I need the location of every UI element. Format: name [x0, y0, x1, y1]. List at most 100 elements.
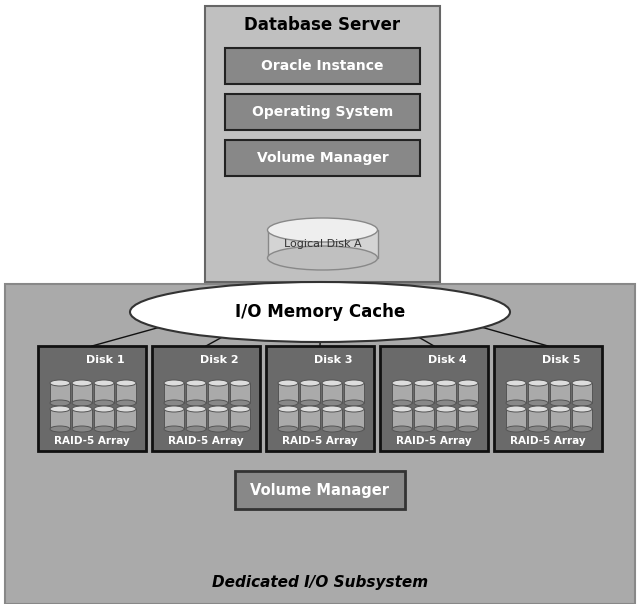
- Text: Volume Manager: Volume Manager: [250, 483, 390, 498]
- FancyBboxPatch shape: [494, 346, 602, 451]
- Ellipse shape: [506, 380, 526, 386]
- FancyBboxPatch shape: [278, 409, 298, 429]
- FancyBboxPatch shape: [380, 346, 488, 451]
- FancyBboxPatch shape: [94, 383, 114, 403]
- Ellipse shape: [186, 400, 206, 406]
- Ellipse shape: [50, 406, 70, 412]
- FancyBboxPatch shape: [225, 48, 420, 84]
- Ellipse shape: [458, 400, 478, 406]
- Ellipse shape: [72, 380, 92, 386]
- FancyBboxPatch shape: [235, 471, 405, 509]
- Ellipse shape: [164, 400, 184, 406]
- Ellipse shape: [506, 426, 526, 432]
- Ellipse shape: [208, 406, 228, 412]
- Ellipse shape: [436, 380, 456, 386]
- FancyBboxPatch shape: [50, 409, 70, 429]
- Ellipse shape: [50, 426, 70, 432]
- FancyBboxPatch shape: [436, 383, 456, 403]
- Ellipse shape: [94, 380, 114, 386]
- Ellipse shape: [268, 246, 378, 270]
- FancyBboxPatch shape: [230, 409, 250, 429]
- Text: Disk 3: Disk 3: [314, 355, 352, 365]
- Ellipse shape: [528, 426, 548, 432]
- FancyBboxPatch shape: [344, 409, 364, 429]
- FancyBboxPatch shape: [116, 409, 136, 429]
- Ellipse shape: [550, 380, 570, 386]
- Ellipse shape: [322, 400, 342, 406]
- Text: Oracle Instance: Oracle Instance: [261, 59, 384, 73]
- Ellipse shape: [164, 406, 184, 412]
- Ellipse shape: [392, 400, 412, 406]
- Ellipse shape: [278, 400, 298, 406]
- Text: Disk 1: Disk 1: [86, 355, 124, 365]
- FancyBboxPatch shape: [72, 383, 92, 403]
- Ellipse shape: [94, 406, 114, 412]
- Ellipse shape: [572, 400, 592, 406]
- FancyBboxPatch shape: [392, 409, 412, 429]
- Ellipse shape: [300, 426, 320, 432]
- FancyBboxPatch shape: [300, 383, 320, 403]
- Text: Operating System: Operating System: [252, 105, 393, 119]
- FancyBboxPatch shape: [164, 409, 184, 429]
- Text: Logical Disk A: Logical Disk A: [284, 239, 362, 249]
- FancyBboxPatch shape: [572, 383, 592, 403]
- FancyBboxPatch shape: [72, 409, 92, 429]
- Ellipse shape: [208, 400, 228, 406]
- Text: RAID-5 Array: RAID-5 Array: [54, 436, 130, 446]
- Ellipse shape: [230, 400, 250, 406]
- FancyBboxPatch shape: [225, 140, 420, 176]
- FancyBboxPatch shape: [278, 383, 298, 403]
- Ellipse shape: [130, 282, 510, 342]
- Ellipse shape: [300, 380, 320, 386]
- Ellipse shape: [506, 400, 526, 406]
- Ellipse shape: [300, 406, 320, 412]
- Ellipse shape: [94, 426, 114, 432]
- FancyBboxPatch shape: [94, 409, 114, 429]
- Ellipse shape: [116, 406, 136, 412]
- Ellipse shape: [116, 400, 136, 406]
- Ellipse shape: [550, 426, 570, 432]
- FancyBboxPatch shape: [152, 346, 260, 451]
- Ellipse shape: [550, 400, 570, 406]
- Ellipse shape: [344, 406, 364, 412]
- FancyBboxPatch shape: [572, 409, 592, 429]
- Ellipse shape: [392, 380, 412, 386]
- Ellipse shape: [528, 400, 548, 406]
- Ellipse shape: [572, 406, 592, 412]
- Text: Disk 4: Disk 4: [428, 355, 467, 365]
- FancyBboxPatch shape: [550, 383, 570, 403]
- FancyBboxPatch shape: [528, 383, 548, 403]
- Text: RAID-5 Array: RAID-5 Array: [168, 436, 244, 446]
- FancyBboxPatch shape: [164, 383, 184, 403]
- Ellipse shape: [230, 406, 250, 412]
- Text: Dedicated I/O Subsystem: Dedicated I/O Subsystem: [212, 574, 428, 590]
- Ellipse shape: [458, 426, 478, 432]
- Text: RAID-5 Array: RAID-5 Array: [282, 436, 358, 446]
- Ellipse shape: [186, 380, 206, 386]
- FancyBboxPatch shape: [266, 346, 374, 451]
- Ellipse shape: [116, 380, 136, 386]
- Ellipse shape: [414, 406, 434, 412]
- FancyBboxPatch shape: [528, 409, 548, 429]
- Ellipse shape: [278, 406, 298, 412]
- Ellipse shape: [72, 406, 92, 412]
- Ellipse shape: [72, 426, 92, 432]
- Ellipse shape: [322, 426, 342, 432]
- Text: Database Server: Database Server: [244, 16, 401, 34]
- Ellipse shape: [208, 380, 228, 386]
- Ellipse shape: [300, 400, 320, 406]
- FancyBboxPatch shape: [414, 383, 434, 403]
- Ellipse shape: [414, 380, 434, 386]
- FancyBboxPatch shape: [344, 383, 364, 403]
- Ellipse shape: [392, 426, 412, 432]
- Ellipse shape: [50, 400, 70, 406]
- FancyBboxPatch shape: [506, 383, 526, 403]
- Ellipse shape: [506, 406, 526, 412]
- FancyBboxPatch shape: [414, 409, 434, 429]
- FancyBboxPatch shape: [436, 409, 456, 429]
- Text: Disk 5: Disk 5: [541, 355, 580, 365]
- FancyBboxPatch shape: [205, 6, 440, 282]
- Ellipse shape: [458, 380, 478, 386]
- FancyBboxPatch shape: [322, 383, 342, 403]
- FancyBboxPatch shape: [208, 409, 228, 429]
